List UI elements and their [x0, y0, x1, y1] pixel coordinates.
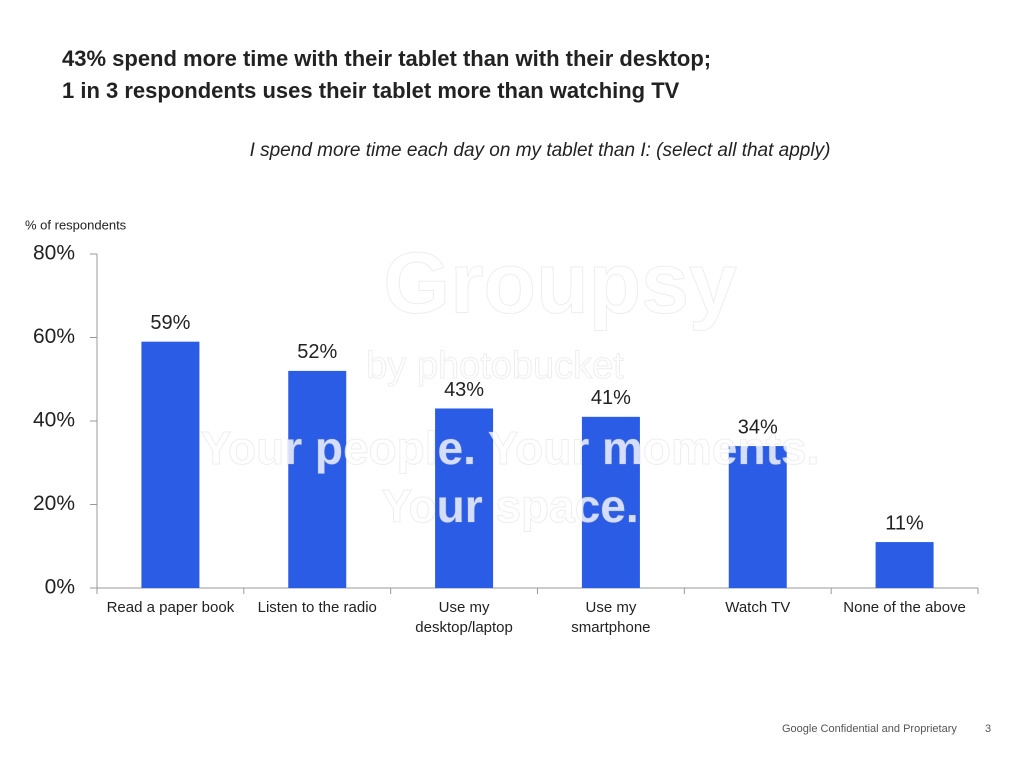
watermark: Your people. Your moments.	[201, 422, 820, 474]
data-label: 59%	[150, 312, 190, 334]
y-axis-label: % of respondents	[25, 217, 127, 232]
watermark: Groupsy	[383, 236, 737, 332]
bar	[288, 370, 347, 588]
data-label: 52%	[297, 341, 337, 363]
x-tick-label: Read a paper book	[106, 599, 235, 616]
x-tick-label: None of the above	[843, 599, 966, 616]
chart-subtitle: I spend more time each day on my tablet …	[250, 140, 831, 161]
x-tick-label: Listen to the radio	[257, 599, 377, 616]
y-tick-label: 60%	[33, 325, 75, 348]
y-tick-label: 80%	[33, 242, 75, 265]
data-label: 11%	[885, 512, 924, 534]
x-tick-label: Use my smartphone	[571, 599, 651, 636]
watermark: by photobucket	[366, 345, 624, 387]
bar	[141, 341, 200, 588]
footer-text: Google Confidential and Proprietary	[782, 723, 957, 735]
bar	[875, 542, 934, 588]
y-tick-label: 20%	[33, 492, 75, 515]
bar	[435, 408, 494, 588]
x-tick-label: Use my desktop/laptop	[415, 599, 513, 636]
y-tick-label: 40%	[33, 409, 75, 432]
data-label: 41%	[591, 387, 631, 409]
x-tick-label: Watch TV	[725, 599, 791, 616]
y-tick-label: 0%	[45, 576, 75, 599]
chart-title: 43% spend more time with their tablet th…	[62, 46, 711, 71]
watermark: Your space.	[381, 480, 638, 532]
data-label: 34%	[738, 416, 778, 438]
data-label: 43%	[444, 379, 484, 401]
bar	[728, 446, 787, 588]
chart-title: 1 in 3 respondents uses their tablet mor…	[62, 78, 680, 103]
bar	[581, 416, 640, 588]
page-number: 3	[985, 723, 991, 735]
